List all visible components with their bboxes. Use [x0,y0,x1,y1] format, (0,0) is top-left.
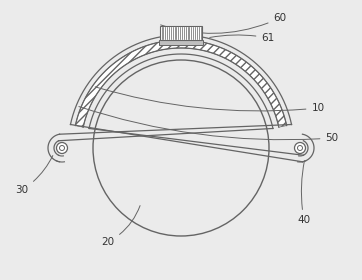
Polygon shape [75,40,287,127]
Text: 50: 50 [79,107,338,143]
Bar [159,40,203,45]
Circle shape [295,143,306,153]
Bar [160,26,202,40]
Text: 61: 61 [210,33,275,43]
Text: 40: 40 [298,161,311,225]
Text: 30: 30 [16,155,53,195]
Text: 60: 60 [161,13,287,33]
Text: 20: 20 [101,206,140,247]
Text: 10: 10 [95,87,325,113]
Circle shape [56,143,67,153]
